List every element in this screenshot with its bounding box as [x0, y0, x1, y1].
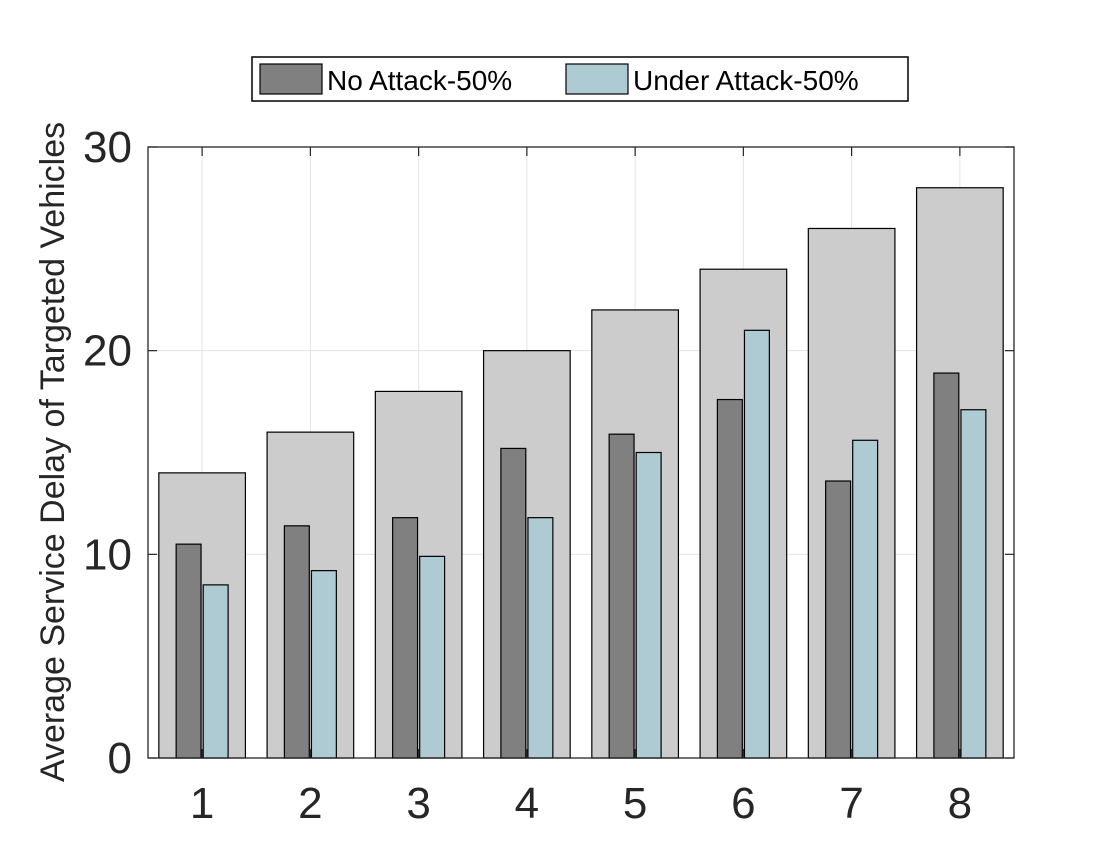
- x-tick-label: 2: [298, 779, 322, 828]
- bar-under-attack: [419, 555, 446, 759]
- bar-under-attack: [960, 409, 987, 759]
- bar-no-attack: [283, 525, 310, 759]
- axes-box: [147, 146, 1015, 759]
- x-tick-label: 3: [406, 779, 430, 828]
- background-bar: [807, 227, 896, 759]
- x-tick-label: 4: [515, 779, 539, 828]
- y-tick-label: 0: [108, 734, 132, 783]
- background-bar: [915, 187, 1004, 759]
- background-bar: [266, 431, 355, 759]
- bar-under-attack: [635, 451, 662, 759]
- series-bars: [175, 329, 987, 759]
- bar-under-attack: [202, 584, 229, 759]
- bar-no-attack: [825, 480, 852, 759]
- background-bars: [158, 187, 1004, 759]
- bar-no-attack: [716, 398, 743, 759]
- background-bar: [591, 309, 680, 759]
- tick-labels: 0 10 20 30 1 2 3 4 5 6 7 8: [83, 123, 972, 828]
- legend-entry-no-attack: No Attack-50%: [327, 65, 512, 96]
- y-axis-label: Average Service Delay of Targeted Vehicl…: [34, 122, 72, 782]
- x-tick-label: 5: [623, 779, 647, 828]
- background-bar: [699, 268, 788, 759]
- legend-entry-under-attack: Under Attack-50%: [633, 65, 859, 96]
- legend-swatch-under-attack: [565, 63, 629, 95]
- background-bar: [374, 390, 463, 759]
- axes: [147, 146, 1015, 759]
- bar-under-attack: [852, 439, 879, 759]
- legend: No Attack-50% Under Attack-50%: [251, 56, 909, 102]
- x-tick-label: 1: [190, 779, 214, 828]
- x-tick-label: 6: [731, 779, 755, 828]
- y-tick-label: 10: [83, 530, 132, 579]
- legend-swatch-no-attack: [259, 63, 323, 95]
- bar-no-attack: [392, 517, 419, 759]
- background-bar: [158, 472, 247, 759]
- bar-no-attack: [933, 372, 960, 759]
- bar-under-attack: [527, 517, 554, 759]
- bar-under-attack: [743, 329, 770, 759]
- y-tick-label: 20: [83, 327, 132, 376]
- bar-no-attack: [500, 447, 527, 759]
- x-tick-label: 8: [948, 779, 972, 828]
- bar-no-attack: [175, 543, 202, 759]
- x-tick-label: 7: [839, 779, 863, 828]
- bar-under-attack: [310, 570, 337, 759]
- bar-no-attack: [608, 433, 635, 759]
- background-bar: [482, 350, 571, 759]
- y-tick-label: 30: [83, 123, 132, 172]
